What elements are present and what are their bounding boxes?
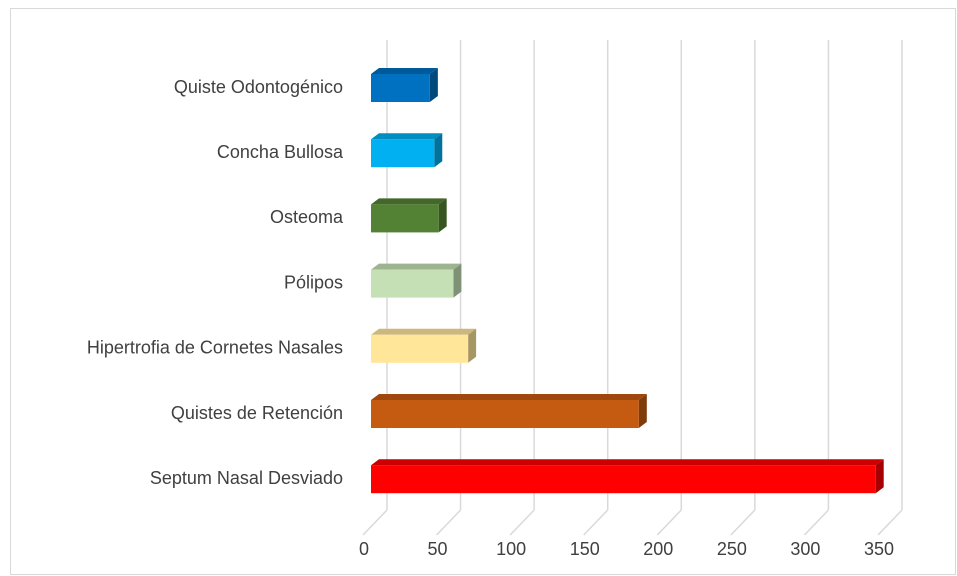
- bar-top: [371, 133, 443, 140]
- bar-top: [371, 263, 462, 270]
- bar: [371, 400, 639, 428]
- x-tick-label: 300: [790, 539, 820, 559]
- bar-top: [371, 394, 647, 400]
- floor-line: [877, 509, 903, 536]
- bar-side: [638, 394, 647, 428]
- bar-side: [434, 133, 443, 168]
- y-tick-label: Septum Nasal Desviado: [150, 468, 343, 488]
- bar-top: [371, 328, 477, 335]
- bar-top: [371, 68, 438, 74]
- bar: [371, 74, 430, 102]
- y-tick-label: Hipertrofia de Cornetes Nasales: [87, 338, 343, 358]
- bar: [371, 334, 469, 363]
- bar-top: [371, 198, 447, 205]
- x-tick-label: 0: [359, 539, 369, 559]
- bar: [371, 269, 454, 298]
- floor-line: [362, 509, 388, 536]
- bar-side: [429, 68, 438, 102]
- floor-line: [583, 509, 609, 536]
- x-tick-label: 250: [717, 539, 747, 559]
- bar-side: [468, 328, 477, 363]
- x-tick-label: 100: [496, 539, 526, 559]
- floor-line: [730, 509, 756, 536]
- floor-line: [509, 509, 535, 536]
- bar: [371, 139, 435, 168]
- y-tick-label: Pólipos: [284, 272, 343, 292]
- bar-side: [438, 198, 447, 233]
- bar: [371, 465, 876, 494]
- y-tick-label: Concha Bullosa: [217, 142, 344, 162]
- y-tick-label: Osteoma: [270, 207, 344, 227]
- x-tick-label: 150: [570, 539, 600, 559]
- floor-line: [656, 509, 682, 536]
- x-tick-label: 50: [428, 539, 448, 559]
- bar: [371, 204, 439, 233]
- bar-side: [453, 263, 462, 298]
- y-tick-label: Quiste Odontogénico: [174, 77, 343, 97]
- floor-line: [803, 509, 829, 536]
- floor-line: [436, 509, 462, 536]
- x-tick-label: 200: [643, 539, 673, 559]
- y-tick-label: Quistes de Retención: [171, 403, 343, 423]
- x-tick-label: 350: [864, 539, 894, 559]
- bar-side: [875, 459, 884, 494]
- bar-top: [371, 459, 884, 466]
